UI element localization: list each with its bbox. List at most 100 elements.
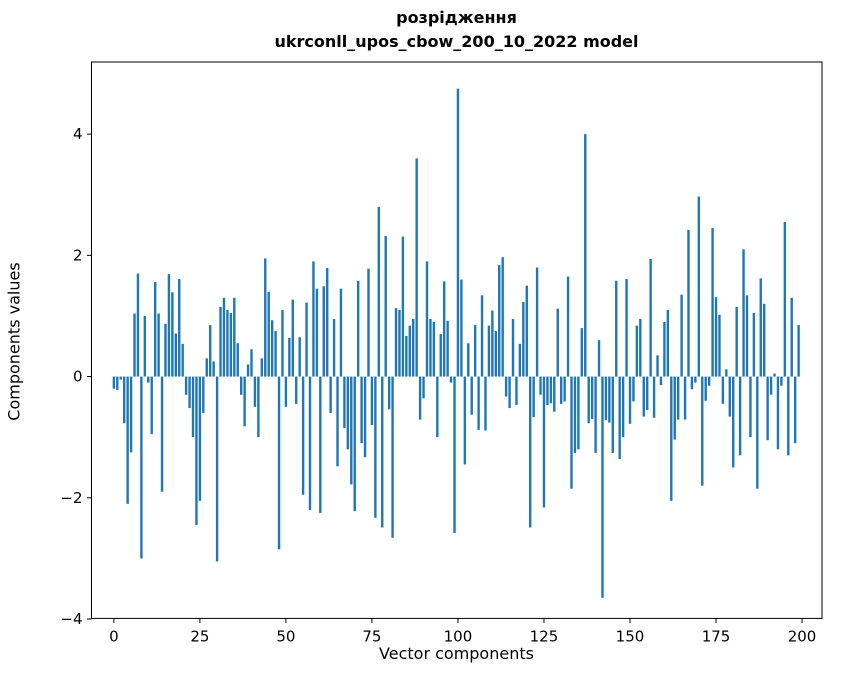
bar [160, 376, 164, 492]
x-tick-label: 175 [702, 627, 731, 645]
bar [776, 376, 780, 450]
bar [150, 376, 153, 435]
bar [202, 376, 205, 413]
bar [584, 134, 587, 377]
bar [756, 376, 759, 489]
bar [470, 376, 473, 415]
bar [284, 376, 288, 407]
bar [604, 376, 608, 421]
bar [360, 376, 363, 444]
bar [566, 276, 570, 377]
bar [646, 376, 649, 410]
bar [597, 340, 601, 377]
x-tick-label: 50 [276, 627, 295, 645]
bar [704, 376, 707, 401]
x-tick-label: 0 [109, 627, 119, 645]
bar [257, 376, 260, 438]
bar [147, 376, 150, 383]
bar [525, 285, 528, 377]
bar [752, 312, 756, 377]
bar [518, 343, 522, 377]
bar [384, 235, 387, 377]
bar [136, 273, 140, 377]
bar [549, 376, 553, 404]
bar [632, 376, 635, 402]
bar [391, 376, 394, 538]
bar [573, 376, 577, 453]
bar [635, 325, 639, 377]
bar [769, 376, 773, 395]
bar [659, 376, 663, 386]
bar [780, 376, 783, 386]
y-tick-label: 4 [73, 125, 83, 143]
bar [707, 376, 711, 386]
bar [477, 376, 480, 430]
bar [762, 303, 766, 377]
bar [264, 258, 267, 377]
bar [205, 358, 208, 377]
bar [690, 376, 694, 390]
bar [439, 334, 442, 377]
bar [319, 376, 322, 513]
bar [184, 376, 188, 395]
bar [738, 376, 742, 456]
bar [215, 376, 219, 562]
bar [480, 295, 484, 377]
y-tick-label: 0 [73, 368, 83, 386]
bar [418, 376, 422, 420]
bar [694, 376, 697, 383]
bar [308, 376, 312, 510]
bar [687, 229, 690, 377]
bar [484, 376, 487, 431]
bar [119, 376, 122, 380]
bar [529, 376, 532, 528]
bar [422, 376, 425, 399]
bar [140, 376, 143, 559]
bar [608, 376, 611, 423]
bar [370, 376, 374, 426]
bar [504, 376, 508, 397]
bar [783, 222, 787, 377]
bar [295, 376, 298, 404]
bar [243, 376, 246, 427]
bar [725, 369, 728, 377]
bar [732, 376, 735, 468]
bar [343, 376, 346, 429]
bar [563, 376, 566, 402]
bar [277, 376, 281, 550]
bar [198, 376, 202, 501]
bar [346, 376, 350, 450]
bar [463, 376, 467, 465]
bar [745, 295, 749, 377]
bar [212, 361, 215, 377]
bar [473, 325, 477, 377]
bar [260, 358, 264, 377]
bar [350, 376, 353, 485]
bar [673, 376, 676, 440]
bar [580, 328, 584, 377]
bar [570, 376, 573, 489]
bar [718, 314, 721, 377]
bar [274, 331, 277, 377]
bar [367, 268, 370, 377]
bar [253, 376, 257, 407]
bar [453, 376, 456, 533]
bar [735, 306, 738, 377]
bar [312, 261, 315, 377]
chart-title: розрідження [396, 8, 517, 27]
bar [487, 325, 491, 377]
bar [415, 158, 418, 377]
bar [429, 318, 432, 377]
bar [356, 280, 360, 377]
y-tick-label: −2 [60, 489, 82, 507]
x-axis-label: Vector components [379, 644, 534, 663]
bar [728, 376, 731, 417]
bar [167, 274, 171, 377]
bar [621, 376, 625, 438]
x-tick-label: 100 [444, 627, 473, 645]
bar [436, 376, 439, 438]
bar [749, 376, 752, 438]
bar [442, 281, 446, 377]
bar [618, 376, 621, 459]
